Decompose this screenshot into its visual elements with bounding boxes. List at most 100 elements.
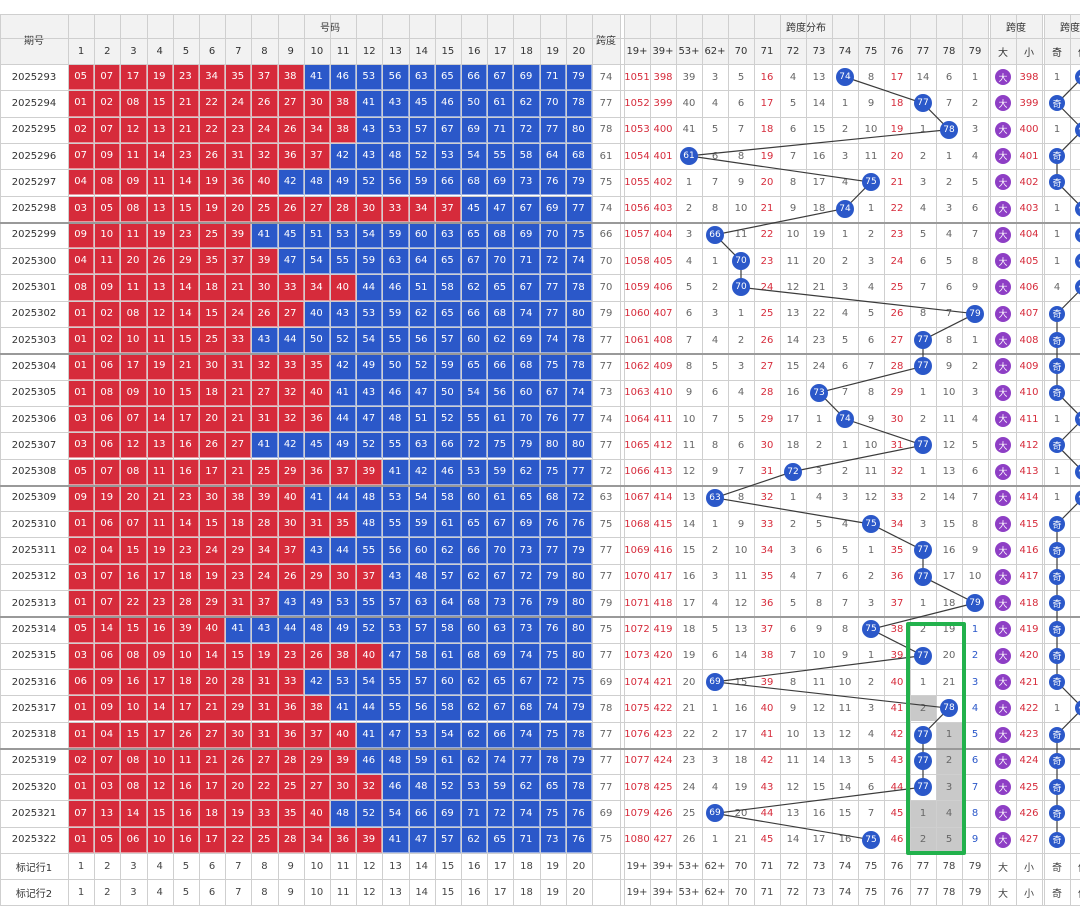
number-cell: 38 (277, 64, 304, 91)
span-value: 74 (599, 71, 613, 83)
dist-cell: 1058 (624, 255, 650, 267)
number-cell: 52 (434, 774, 461, 801)
number-cell: 66 (408, 800, 435, 827)
number-cell: 43 (330, 300, 357, 327)
span-ball: 77 (914, 331, 932, 349)
number-cell: 20 (225, 195, 252, 222)
dist-cell: 6 (945, 282, 953, 294)
dist-cell: 6 (841, 571, 849, 583)
number-cell: 17 (172, 695, 199, 722)
span-value: 74 (599, 203, 613, 215)
dist-cell: 14 (916, 71, 930, 83)
footer-dist: 72 (786, 860, 800, 872)
small-count: 417 (1019, 571, 1039, 583)
dist-cell: 10 (734, 545, 748, 557)
number-cell: 31 (225, 142, 252, 170)
dist-cell: 12 (734, 597, 748, 609)
dist-cell: 7 (815, 571, 823, 583)
column-header-num: 6 (199, 38, 226, 64)
column-header-num: 9 (277, 38, 304, 64)
grid-hline (0, 274, 1080, 276)
span-value: 79 (599, 308, 613, 320)
number-cell: 57 (434, 826, 461, 853)
number-cell: 17 (172, 405, 199, 433)
column-header-dist: 72 (780, 38, 806, 64)
dist-cell: 8 (971, 255, 979, 267)
dist-cell: 16 (786, 387, 800, 399)
number-cell: 28 (277, 747, 304, 775)
dist-cell: 413 (653, 466, 673, 478)
dist-cell: 422 (653, 702, 673, 714)
grid-hline (0, 774, 1080, 776)
number-cell: 71 (539, 64, 566, 91)
dist-cell: 1062 (624, 360, 650, 372)
number-cell: 46 (382, 774, 409, 801)
dist-cell: 1064 (624, 413, 650, 425)
number-cell: 25 (277, 774, 304, 801)
number-cell: 53 (382, 616, 409, 643)
number-cell: 14 (94, 616, 121, 643)
number-cell: 30 (277, 511, 304, 538)
dist-cell: 6 (711, 150, 719, 162)
dist-cell: 423 (653, 729, 673, 741)
number-cell: 37 (251, 64, 278, 91)
number-cell: 15 (120, 537, 147, 564)
dist-cell: 8 (867, 387, 875, 399)
footer-small: 小 (1024, 862, 1034, 874)
span-value: 73 (599, 387, 613, 399)
number-cell: 06 (68, 668, 95, 696)
dist-cell: 12 (786, 781, 800, 793)
footer-num: 16 (467, 860, 481, 872)
dist-cell: 29 (760, 413, 774, 425)
dist-cell: 13 (838, 755, 852, 767)
number-cell: 08 (120, 300, 147, 327)
number-cell: 41 (356, 90, 383, 117)
number-cell: 67 (434, 116, 461, 143)
number-cell: 52 (434, 405, 461, 433)
number-cell: 67 (487, 511, 514, 538)
number-cell: 42 (303, 668, 330, 696)
number-cell: 01 (68, 300, 95, 327)
dist-cell: 3 (841, 150, 849, 162)
span-ball: 70 (732, 252, 750, 271)
number-cell: 51 (408, 405, 435, 433)
odd-badge: 奇 (1049, 831, 1065, 848)
number-cell: 30 (303, 90, 330, 117)
dist-cell: 14 (682, 518, 696, 530)
number-cell: 74 (487, 747, 514, 775)
period-cell: 2025322 (11, 834, 57, 846)
number-cell: 17 (146, 668, 173, 696)
number-cell: 08 (120, 195, 147, 222)
footer-dist: 76 (890, 886, 904, 898)
even-badge: 偶 (1075, 121, 1080, 138)
number-cell: 26 (146, 248, 173, 275)
number-cell: 57 (434, 327, 461, 354)
dist-cell: 40 (682, 97, 696, 109)
number-cell: 79 (539, 590, 566, 617)
grid-hline (0, 695, 1080, 697)
dist-cell: 1065 (624, 439, 650, 451)
dist-cell: 5 (971, 439, 979, 451)
number-cell: 15 (120, 616, 147, 643)
dist-cell: 399 (653, 97, 673, 109)
number-cell: 40 (330, 721, 357, 748)
dist-cell: 3 (867, 255, 875, 267)
odd-badge: 奇 (1049, 647, 1065, 664)
number-cell: 69 (461, 116, 488, 143)
number-cell: 26 (199, 142, 226, 170)
dist-cell: 19 (760, 150, 774, 162)
number-cell: 19 (94, 484, 121, 512)
number-cell: 19 (199, 169, 226, 196)
number-cell: 72 (539, 248, 566, 275)
grid-vline (858, 14, 859, 905)
column-header-num: 19 (539, 38, 566, 64)
number-cell: 32 (277, 405, 304, 433)
number-cell: 50 (461, 90, 488, 117)
dist-cell: 8 (789, 176, 797, 188)
column-header-dist: 39+ (650, 38, 676, 64)
number-cell: 06 (120, 826, 147, 853)
grid-hline (0, 327, 1080, 328)
number-cell: 66 (434, 432, 461, 459)
number-cell: 15 (225, 642, 252, 669)
small-count: 422 (1019, 702, 1039, 714)
